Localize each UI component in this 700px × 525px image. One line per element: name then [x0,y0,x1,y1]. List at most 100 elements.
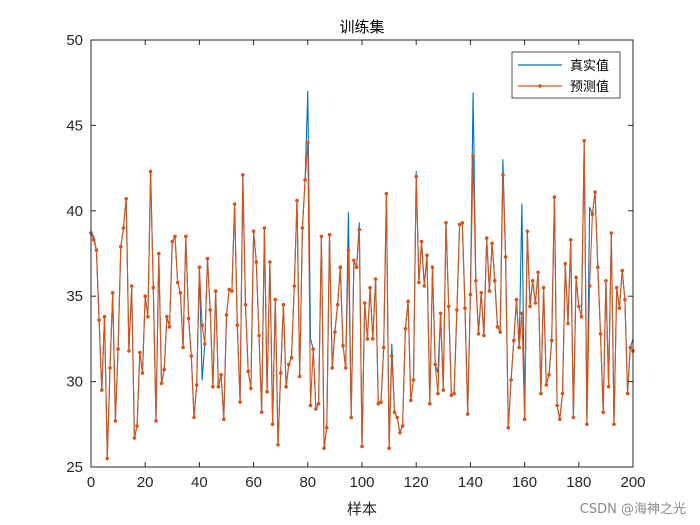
data-point-predicted [552,195,557,199]
data-point-predicted [308,403,313,408]
data-point-predicted [428,402,432,406]
data-point-predicted [135,424,139,428]
data-point-predicted [327,232,332,237]
data-point-predicted [528,304,532,309]
x-tick-label: 120 [404,474,429,491]
data-point-predicted [541,285,546,290]
data-point-predicted [468,292,473,297]
data-point-predicted [587,284,592,288]
data-point-predicted [121,226,126,230]
data-point-predicted [455,308,459,312]
data-point-predicted [484,236,489,240]
data-point-predicted [579,314,584,319]
data-point-predicted [311,347,316,351]
ticks-layer: 0 20 40 60 80 100 120 140 160 180 200 25 30 35 40 45 50 [66,32,645,491]
data-point-predicted [571,415,576,420]
data-point-predicted [357,227,362,232]
data-point-predicted [314,407,318,411]
data-point-predicted [333,330,337,334]
data-point-predicted [243,302,248,307]
data-point-predicted [409,398,413,403]
data-point-predicted [213,289,218,293]
data-point-predicted [425,253,429,257]
data-point-predicted [422,284,427,288]
data-point-predicted [146,314,150,319]
data-point-predicted [140,371,145,375]
plot-area-frame [90,39,634,468]
x-tick-label: 100 [349,474,374,491]
data-point-predicted [151,285,156,290]
data-point-predicted [493,279,497,283]
y-tick-label: 45 [66,117,83,134]
legend-box [511,51,621,99]
data-point-predicted [284,384,288,389]
data-point-predicted [154,419,158,423]
data-point-predicted [203,342,207,346]
data-point-predicted [365,337,370,341]
data-point-predicted [568,238,573,242]
data-point-predicted [167,325,172,329]
legend-marker-predicted [538,84,542,88]
data-point-predicted [100,388,104,392]
data-point-predicted [300,226,305,230]
data-point-predicted [555,403,559,408]
x-tick-label: 80 [299,474,316,491]
data-point-predicted [441,388,446,392]
data-point-predicted [335,302,340,307]
data-point-predicted [346,248,351,252]
data-point-predicted [97,318,101,322]
data-point-predicted [590,212,595,216]
data-point-predicted [376,402,381,406]
data-point-predicted [387,446,391,451]
x-tick-label: 60 [245,474,262,491]
data-point-predicted [566,321,570,326]
data-point-predicted [582,139,586,143]
data-point-predicted [273,297,278,302]
data-point-predicted [303,178,307,182]
data-point-predicted [417,280,421,285]
data-point-predicted [222,417,226,422]
data-point-predicted [509,378,513,382]
data-point-predicted [430,265,435,270]
data-point-predicted [162,367,166,372]
data-point-predicted [105,456,110,461]
data-point-predicted [330,366,335,370]
data-point-predicted [159,381,164,386]
data-point-predicted [157,251,161,256]
watermark-text: CSDN @海神之光 [579,502,686,517]
data-point-predicted [585,422,589,427]
data-point-predicted [268,260,272,264]
data-point-predicted [533,301,538,305]
data-point-predicted [205,256,210,261]
x-tick-label: 140 [458,474,483,491]
data-point-predicted [512,338,516,343]
data-point-predicted [178,291,183,295]
data-point-predicted [457,222,462,227]
plot-area-background [91,40,633,467]
data-point-predicted [116,347,120,351]
data-point-predicted [593,190,597,194]
data-point-predicted [398,431,402,435]
data-point-predicted [251,229,256,234]
data-point-predicted [200,323,204,328]
data-point-predicted [539,391,543,396]
y-tick-label: 25 [66,459,83,476]
data-point-predicted [138,350,142,355]
data-point-predicted [287,362,291,367]
data-point-predicted [227,287,231,292]
legend: 真实值 预测值 [511,51,621,99]
data-point-predicted [522,417,527,422]
data-point-predicted [400,424,405,428]
data-point-predicted [596,265,600,270]
data-point-predicted [525,229,530,234]
data-point-predicted [609,231,614,235]
data-point-predicted [598,332,603,336]
data-point-predicted [558,417,562,422]
data-point-predicted [460,221,465,225]
data-point-predicted [322,446,326,451]
data-point-predicted [354,265,359,270]
data-point-predicted [547,373,551,377]
data-point-predicted [433,362,438,367]
data-point-predicted [194,383,199,387]
data-point-predicted [173,234,177,239]
